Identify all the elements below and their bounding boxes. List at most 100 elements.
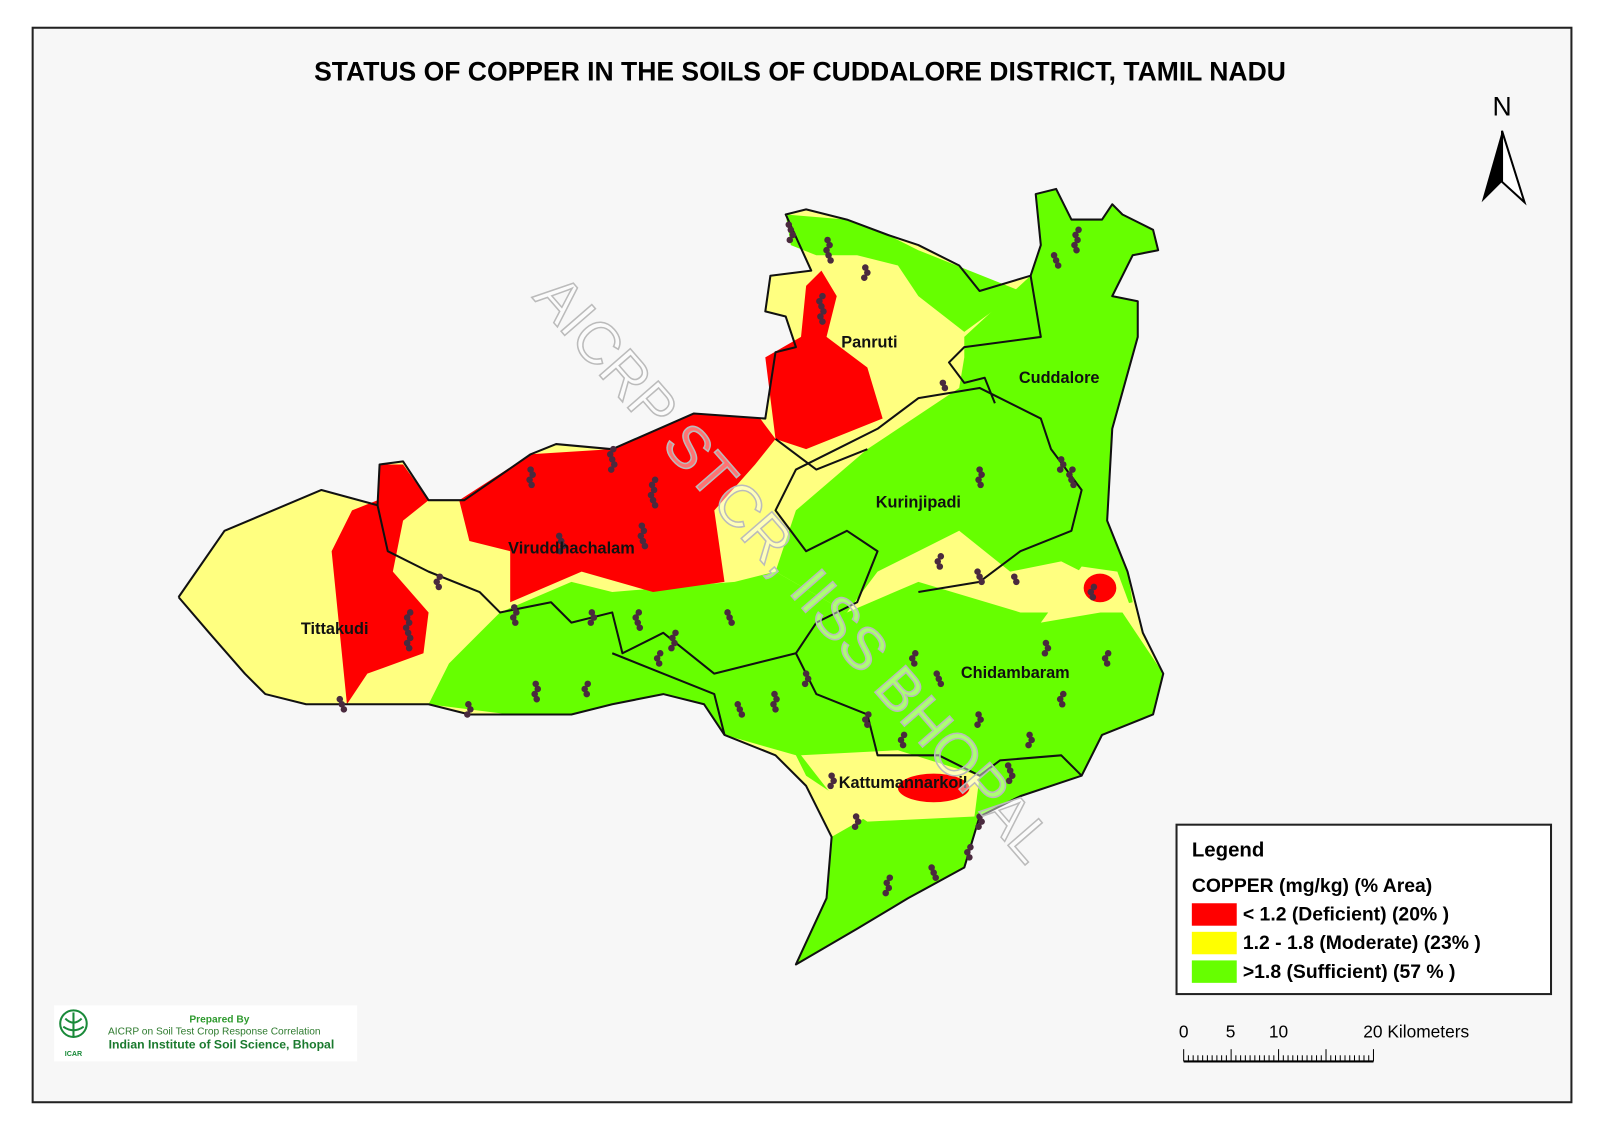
sample-point — [672, 629, 679, 637]
legend-title: Legend — [1192, 840, 1265, 862]
legend-swatch — [1191, 960, 1237, 983]
scale-label: 5 — [1226, 1021, 1236, 1041]
sample-point — [937, 553, 945, 560]
sample-point — [404, 629, 412, 637]
sample-point — [1025, 741, 1032, 749]
sample-point — [402, 624, 410, 632]
sample-point — [912, 649, 919, 657]
sample-point — [974, 721, 981, 728]
sample-point — [1087, 588, 1095, 596]
credit-text: Indian Institute of Soil Science, Bhopal — [109, 1037, 335, 1051]
sample-point — [1071, 241, 1078, 249]
sample-point — [911, 660, 918, 667]
sample-point — [634, 619, 642, 626]
sample-point — [607, 466, 615, 473]
scale-label: 20 Kilometers — [1363, 1021, 1469, 1041]
sample-point — [862, 264, 869, 271]
sample-point — [786, 236, 794, 244]
sample-point — [1089, 593, 1097, 601]
sample-point — [885, 884, 893, 892]
arrow-right — [1501, 130, 1527, 206]
sample-point — [975, 476, 982, 484]
sample-point — [974, 568, 981, 575]
sample-point — [883, 879, 890, 887]
sample-point — [340, 706, 348, 713]
sample-point — [824, 236, 831, 244]
sample-point — [1042, 639, 1050, 647]
sample-point — [1054, 262, 1062, 269]
sample-point — [641, 542, 649, 550]
sample-point — [649, 496, 657, 504]
sample-point — [532, 680, 539, 688]
sample-point — [897, 736, 905, 744]
boundary — [774, 438, 868, 471]
sample-point — [772, 706, 779, 713]
legend-label: < 1.2 (Deficient) (20% ) — [1243, 904, 1449, 926]
sample-point — [590, 614, 598, 621]
sample-point — [467, 706, 474, 713]
sample-point — [638, 522, 646, 529]
sample-point — [637, 532, 645, 540]
sample-point — [1073, 246, 1080, 254]
sample-point — [830, 777, 837, 785]
sufficient-area — [428, 571, 1164, 965]
sample-point — [932, 874, 939, 882]
deficient-area — [765, 270, 883, 450]
boundary — [177, 187, 1165, 966]
district — [177, 187, 1165, 966]
sample-point — [936, 563, 944, 570]
sample-point — [726, 614, 733, 621]
sample-point — [977, 716, 984, 723]
sample-point — [1006, 767, 1014, 774]
sample-point — [406, 634, 414, 642]
sample-point — [734, 701, 742, 708]
sample-point — [928, 864, 935, 871]
legend-label: >1.8 (Sufficient) (57 % ) — [1243, 961, 1456, 983]
map-title: STATUS OF COPPER IN THE SOILS OF CUDDALO… — [314, 57, 1286, 87]
sample-point — [770, 701, 777, 708]
sample-point — [531, 690, 538, 698]
sample-point — [826, 241, 833, 249]
sample-point — [639, 537, 647, 545]
sample-point — [403, 639, 411, 647]
sample-point — [978, 578, 985, 586]
sample-point — [820, 308, 827, 315]
sample-point — [801, 680, 809, 688]
sample-point — [816, 297, 823, 305]
sample-point — [933, 670, 940, 677]
sample-point — [653, 655, 661, 662]
legend-subtitle: COPPER (mg/kg) (% Area) — [1192, 875, 1432, 897]
legend-swatch — [1191, 931, 1237, 955]
sample-point — [656, 649, 664, 657]
sample-point — [827, 257, 834, 264]
sample-point — [606, 451, 614, 458]
sample-point — [648, 481, 656, 489]
sample-point — [655, 660, 663, 667]
legend-swatch — [1191, 903, 1237, 926]
sample-point — [975, 711, 982, 718]
sample-point — [724, 609, 731, 616]
sample-point — [827, 782, 834, 790]
sample-point — [405, 619, 413, 626]
deficient-area — [1083, 573, 1117, 603]
sample-point — [825, 252, 832, 259]
boundary — [611, 652, 726, 736]
sample-point — [1005, 777, 1013, 785]
sample-point — [1060, 690, 1067, 698]
sample-point — [1056, 466, 1064, 473]
sample-point — [635, 609, 643, 616]
sample-point — [861, 274, 868, 282]
sample-point — [819, 292, 826, 300]
sample-point — [588, 609, 596, 616]
sample-point — [529, 471, 536, 478]
logo — [59, 1009, 88, 1038]
sample-point — [1104, 649, 1112, 657]
sample-point — [1103, 660, 1111, 667]
sample-point — [650, 486, 658, 494]
place-label: Viruddhachalam — [508, 539, 635, 557]
sample-point — [336, 695, 344, 703]
sample-point — [1011, 573, 1018, 580]
sample-points — [336, 221, 1112, 897]
sample-point — [1044, 644, 1052, 652]
